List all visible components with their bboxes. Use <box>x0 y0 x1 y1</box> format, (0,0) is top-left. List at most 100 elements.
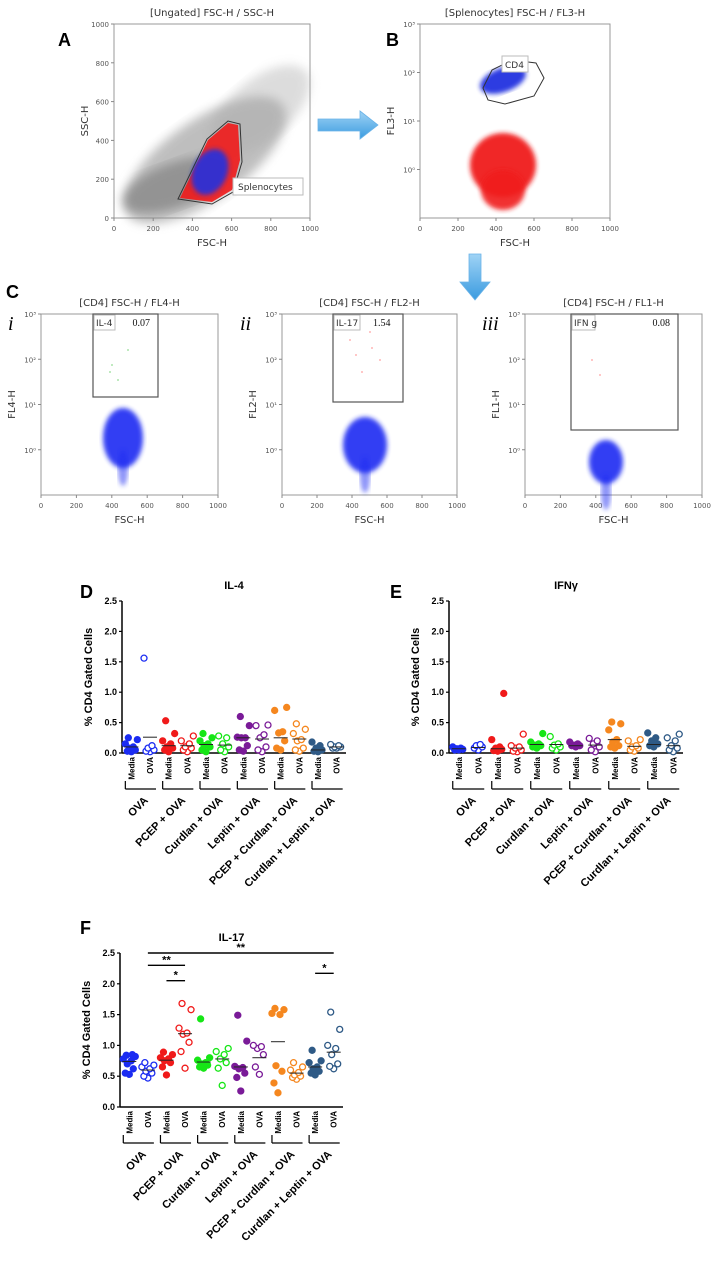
series-10 <box>644 729 662 751</box>
data-point <box>181 1064 189 1072</box>
data-point <box>196 737 204 745</box>
panel-label-e: E <box>390 582 402 602</box>
data-point <box>199 729 207 738</box>
data-point <box>308 738 316 746</box>
plot-frame <box>40 313 219 496</box>
data-point <box>159 737 167 745</box>
significance-stars: * <box>322 962 327 974</box>
data-point <box>262 743 270 751</box>
condition-label: OVA <box>181 1111 190 1128</box>
data-point <box>223 734 231 742</box>
condition-label: OVA <box>474 757 483 774</box>
condition-label: OVA <box>513 757 522 774</box>
data-point <box>332 1044 340 1053</box>
x-axis-label: FSC-H <box>598 515 628 526</box>
data-point <box>624 737 632 745</box>
event-cloud <box>481 170 525 210</box>
data-point <box>272 1062 280 1070</box>
gate-label: IFN g <box>574 319 597 329</box>
data-point <box>234 1011 242 1019</box>
rare-event-dot <box>109 371 111 373</box>
data-point <box>554 740 562 748</box>
panel-label-i: i <box>8 313 14 335</box>
data-point <box>171 729 179 738</box>
series-1 <box>138 1058 158 1082</box>
condition-label: OVA <box>221 757 230 774</box>
x-tick-label: 800 <box>415 502 428 510</box>
data-point <box>289 729 297 738</box>
event-cloud <box>589 440 623 484</box>
data-point <box>251 1063 260 1071</box>
y-tick-label: 1.0 <box>104 687 117 697</box>
data-point <box>274 1089 282 1097</box>
y-tick-label: 200 <box>96 176 109 184</box>
data-point <box>212 1047 220 1056</box>
y-tick-label: 10³ <box>265 311 277 319</box>
rare-event-dot <box>369 331 371 333</box>
data-point <box>189 732 197 740</box>
rare-event-dot <box>361 371 363 373</box>
gate-value: 1.54 <box>373 318 391 329</box>
data-point <box>217 746 225 754</box>
series-5 <box>215 732 233 756</box>
data-point <box>208 734 216 742</box>
data-point <box>231 1062 239 1070</box>
y-tick-label: 10⁰ <box>24 447 36 455</box>
data-point <box>335 742 343 750</box>
data-point <box>539 729 547 738</box>
x-tick-label: 200 <box>554 502 567 510</box>
data-point <box>224 1044 232 1053</box>
data-point <box>279 728 287 736</box>
x-tick-label: 600 <box>625 502 638 510</box>
data-point <box>652 734 660 742</box>
y-tick-label: 0.0 <box>431 748 444 758</box>
gate-label-box <box>232 177 304 196</box>
data-point <box>205 1054 214 1062</box>
y-tick-label: 2.0 <box>104 626 117 636</box>
series-9 <box>286 1058 307 1083</box>
panel-label-a: A <box>58 30 71 50</box>
data-point <box>585 734 593 743</box>
data-point <box>305 1058 313 1067</box>
y-axis-label: FL4-H <box>7 390 18 419</box>
data-point <box>196 1015 205 1023</box>
event-cloud <box>103 408 143 468</box>
data-point <box>663 734 671 742</box>
y-tick-label: 10² <box>403 70 415 78</box>
y-tick-label: 1.5 <box>431 657 444 667</box>
series-5 <box>546 732 564 754</box>
data-point <box>292 720 300 728</box>
condition-label: Media <box>162 1110 171 1133</box>
gate-value: 0.08 <box>653 318 671 329</box>
x-tick-label: 400 <box>345 502 358 510</box>
data-point <box>615 742 623 750</box>
data-point <box>608 718 616 726</box>
data-point <box>294 1068 303 1077</box>
series-1 <box>140 654 158 756</box>
data-point <box>507 742 515 750</box>
y-axis-label: FL1-H <box>491 390 502 419</box>
data-point <box>278 1067 286 1075</box>
flow-plot-title: [Splenocytes] FSC-H / FL3-H <box>445 8 585 19</box>
y-tick-label: 0.0 <box>104 748 117 758</box>
x-tick-label: 1000 <box>301 225 319 233</box>
y-axis-label: SSC-H <box>80 106 91 137</box>
series-8 <box>268 1004 288 1097</box>
rare-event-dot <box>591 359 593 361</box>
data-point <box>327 1008 335 1016</box>
flow-plot-title: [CD4] FSC-H / FL2-H <box>319 298 420 309</box>
series-6 <box>233 712 253 755</box>
y-axis-label: % CD4 Gated Cells <box>81 981 93 1079</box>
series-4 <box>196 729 216 756</box>
condition-label: OVA <box>669 757 678 774</box>
data-point <box>233 733 241 741</box>
data-point <box>276 1010 284 1019</box>
flow-plot-title: [CD4] FSC-H / FL1-H <box>563 298 664 309</box>
gate-label-box <box>501 55 529 73</box>
x-tick-label: 800 <box>264 225 277 233</box>
data-point <box>593 737 601 745</box>
panel-label-iii: iii <box>482 313 499 335</box>
x-tick-label: 200 <box>451 225 464 233</box>
x-tick-label: 200 <box>310 502 323 510</box>
